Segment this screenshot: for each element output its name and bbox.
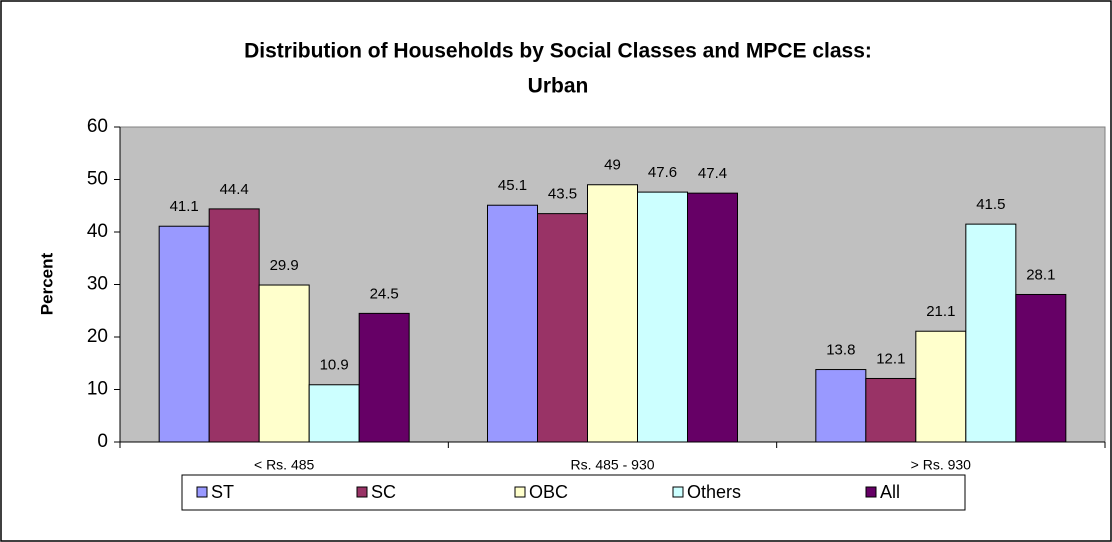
- data-label: 43.5: [548, 186, 577, 203]
- data-label: 13.8: [826, 342, 855, 359]
- legend-label: SC: [371, 482, 396, 502]
- y-axis-label: Percent: [37, 252, 56, 315]
- data-label: 24.5: [370, 285, 399, 302]
- y-tick-label: 20: [87, 326, 108, 347]
- data-label: 45.1: [498, 177, 527, 194]
- data-label: 44.4: [220, 181, 249, 198]
- x-tick-label: Rs. 485 - 930: [570, 457, 654, 473]
- data-label: 49: [604, 157, 621, 174]
- bar: [308, 384, 360, 443]
- y-tick-label: 50: [87, 169, 108, 190]
- bar: [358, 312, 410, 443]
- bar: [915, 330, 967, 443]
- bar: [258, 284, 310, 443]
- legend-swatch: [865, 486, 877, 498]
- bar: [587, 184, 638, 443]
- bar: [865, 377, 917, 443]
- bar: [158, 225, 210, 443]
- legend-swatch: [196, 486, 208, 498]
- legend-label: ST: [211, 482, 234, 502]
- legend-swatch: [356, 486, 368, 498]
- data-label: 10.9: [320, 357, 349, 374]
- bar: [208, 208, 260, 443]
- data-label: 28.1: [1026, 266, 1055, 283]
- bar: [815, 369, 867, 443]
- bar: [537, 213, 588, 443]
- bar: [487, 204, 538, 443]
- data-label: 47.4: [698, 165, 727, 182]
- y-tick-label: 60: [87, 116, 108, 137]
- legend-swatch: [672, 486, 684, 498]
- y-tick-label: 30: [87, 274, 108, 295]
- legend-swatch: [514, 486, 526, 498]
- data-label: 12.1: [876, 350, 905, 367]
- bar: [687, 192, 738, 443]
- y-tick-label: 10: [87, 379, 108, 400]
- y-tick-label: 40: [87, 221, 108, 242]
- legend-label: All: [880, 482, 900, 502]
- legend-label: Others: [687, 482, 741, 502]
- data-label: 29.9: [270, 257, 299, 274]
- chart-title: Distribution of Households by Social Cla…: [244, 40, 872, 63]
- legend-box: [181, 474, 966, 511]
- bar: [637, 191, 688, 443]
- chart-title: Urban: [528, 75, 589, 98]
- data-label: 41.5: [976, 196, 1005, 213]
- x-tick-label: < Rs. 485: [254, 457, 315, 473]
- data-label: 41.1: [170, 198, 199, 215]
- x-tick-label: > Rs. 930: [911, 457, 972, 473]
- legend-label: OBC: [529, 482, 568, 502]
- bar: [965, 223, 1017, 443]
- data-label: 21.1: [926, 303, 955, 320]
- y-tick-label: 0: [97, 431, 108, 452]
- bar: [1015, 293, 1067, 443]
- data-label: 47.6: [648, 164, 677, 181]
